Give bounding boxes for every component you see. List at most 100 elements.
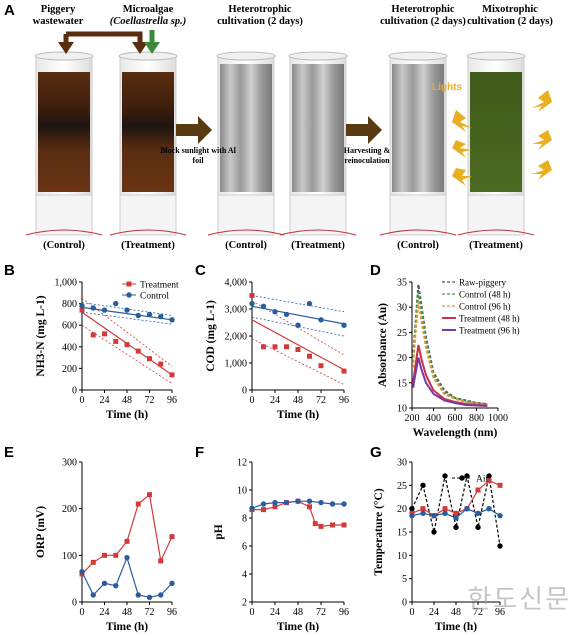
y-tick-label: 3,000 — [225, 305, 248, 316]
data-point — [113, 300, 119, 307]
y-tick-label: 100 — [62, 551, 77, 562]
data-point — [249, 505, 255, 511]
data-point — [260, 501, 267, 507]
data-point — [261, 507, 266, 513]
data-point — [135, 592, 141, 598]
x-tick-label: 800 — [469, 413, 484, 424]
data-point — [295, 498, 301, 504]
panel-a-illustration — [25, 30, 552, 236]
caption-cyl-1: (Control) — [43, 240, 85, 251]
y-tick-label: 25 — [397, 481, 407, 492]
legend: Air — [452, 475, 490, 485]
y-tick-label: 2,000 — [225, 332, 248, 343]
x-tick-label: 96 — [167, 607, 177, 618]
data-point — [318, 363, 324, 369]
x-tick-label: 600 — [448, 413, 463, 424]
x-tick-label: 24 — [429, 607, 439, 618]
y-tick-label: 0 — [72, 598, 77, 609]
data-point — [272, 344, 278, 350]
ci-upper-line — [251, 295, 345, 313]
series-line — [411, 475, 501, 547]
y-tick-label: 15 — [397, 528, 407, 539]
panel-label-c: C — [195, 262, 206, 279]
y-tick-label: 30 — [397, 458, 407, 469]
series-control — [79, 300, 175, 325]
data-point — [341, 322, 347, 328]
data-point — [306, 300, 313, 307]
legend-label: Raw-piggery — [459, 278, 506, 288]
data-point — [341, 368, 347, 374]
data-point — [102, 552, 107, 558]
data-point — [113, 552, 119, 558]
chart-e: 0 24 48 72 96 0 100 200 300 Time (h) ORP (mV) — [35, 458, 177, 634]
x-tick-label: 72 — [145, 395, 155, 406]
series-unnamed-2 — [409, 505, 503, 521]
data-point — [147, 492, 152, 498]
stage3a-title: Heterotrophic cultivation (2 days) — [380, 4, 466, 27]
x-tick-label: 48 — [293, 395, 303, 406]
x-tick-label: 72 — [473, 607, 483, 618]
data-point — [158, 313, 164, 320]
arrow1-text: Block sunlight with Al foil — [160, 146, 236, 165]
data-point — [158, 558, 164, 564]
series-treatment-96-h- — [412, 357, 488, 407]
legend-label: Treatment (96 h) — [459, 326, 520, 336]
x-tick-label: 200 — [405, 413, 420, 424]
y-tick-label: 10 — [397, 551, 407, 562]
chart-g: 0 24 48 72 96 0 5 10 15 20 25 30 Time (h) Temperature… — [373, 458, 505, 634]
data-point — [341, 501, 347, 507]
data-point — [135, 312, 141, 319]
data-point — [169, 534, 175, 540]
data-point — [475, 487, 481, 493]
data-point — [169, 580, 175, 587]
arrow2-text: Harvesting & reinoculation — [343, 146, 391, 165]
cylinder-6 — [457, 51, 535, 236]
data-point — [124, 538, 130, 544]
data-point — [431, 529, 437, 535]
y-tick-label: 0 — [72, 386, 77, 397]
data-point — [146, 594, 153, 601]
cylinder-3 — [207, 51, 285, 236]
data-point — [147, 356, 152, 362]
lights-label: Lights — [432, 82, 462, 93]
data-point — [249, 300, 255, 307]
data-point — [146, 311, 153, 318]
data-point — [318, 523, 324, 529]
data-point — [169, 317, 175, 323]
fit-line — [251, 305, 345, 325]
x-tick-label: 48 — [122, 395, 132, 406]
microalgae-label: Microalgae (Coellastrella sp.) — [104, 4, 192, 28]
caption-cyl-4: (Treatment) — [291, 240, 345, 251]
x-tick-label: 48 — [293, 607, 303, 618]
arrow-harvesting — [346, 116, 382, 144]
series-treatment — [79, 492, 175, 577]
data-point — [135, 348, 141, 354]
data-point — [497, 482, 503, 488]
data-point — [486, 505, 492, 512]
y-tick-label: 4 — [242, 570, 247, 581]
piggery-wastewater-label: Piggery wastewater — [32, 4, 84, 27]
data-point — [79, 568, 85, 575]
series-treatment — [79, 297, 175, 384]
data-point — [272, 504, 278, 510]
data-point — [431, 512, 437, 519]
data-point — [486, 478, 492, 484]
y-tick-label: 30 — [397, 303, 407, 314]
panel-label-b: B — [4, 262, 15, 279]
series-control — [249, 498, 347, 511]
data-point — [409, 505, 415, 512]
data-point — [113, 582, 119, 589]
series-air — [409, 473, 503, 549]
legend-marker — [126, 281, 132, 287]
light-arrows — [452, 90, 552, 186]
chart-c: 0 24 48 72 96 0 1,000 2,000 3,000 4,000 Time (h) CO… — [205, 278, 349, 422]
data-point — [260, 303, 267, 309]
series-control — [79, 554, 175, 601]
ci-lower-line — [81, 324, 173, 384]
data-point — [113, 338, 119, 344]
data-point — [442, 510, 448, 517]
series-control — [249, 295, 347, 337]
microalgae-label-line2: (Coellastrella sp.) — [109, 16, 187, 27]
cylinder-2 — [109, 51, 187, 236]
